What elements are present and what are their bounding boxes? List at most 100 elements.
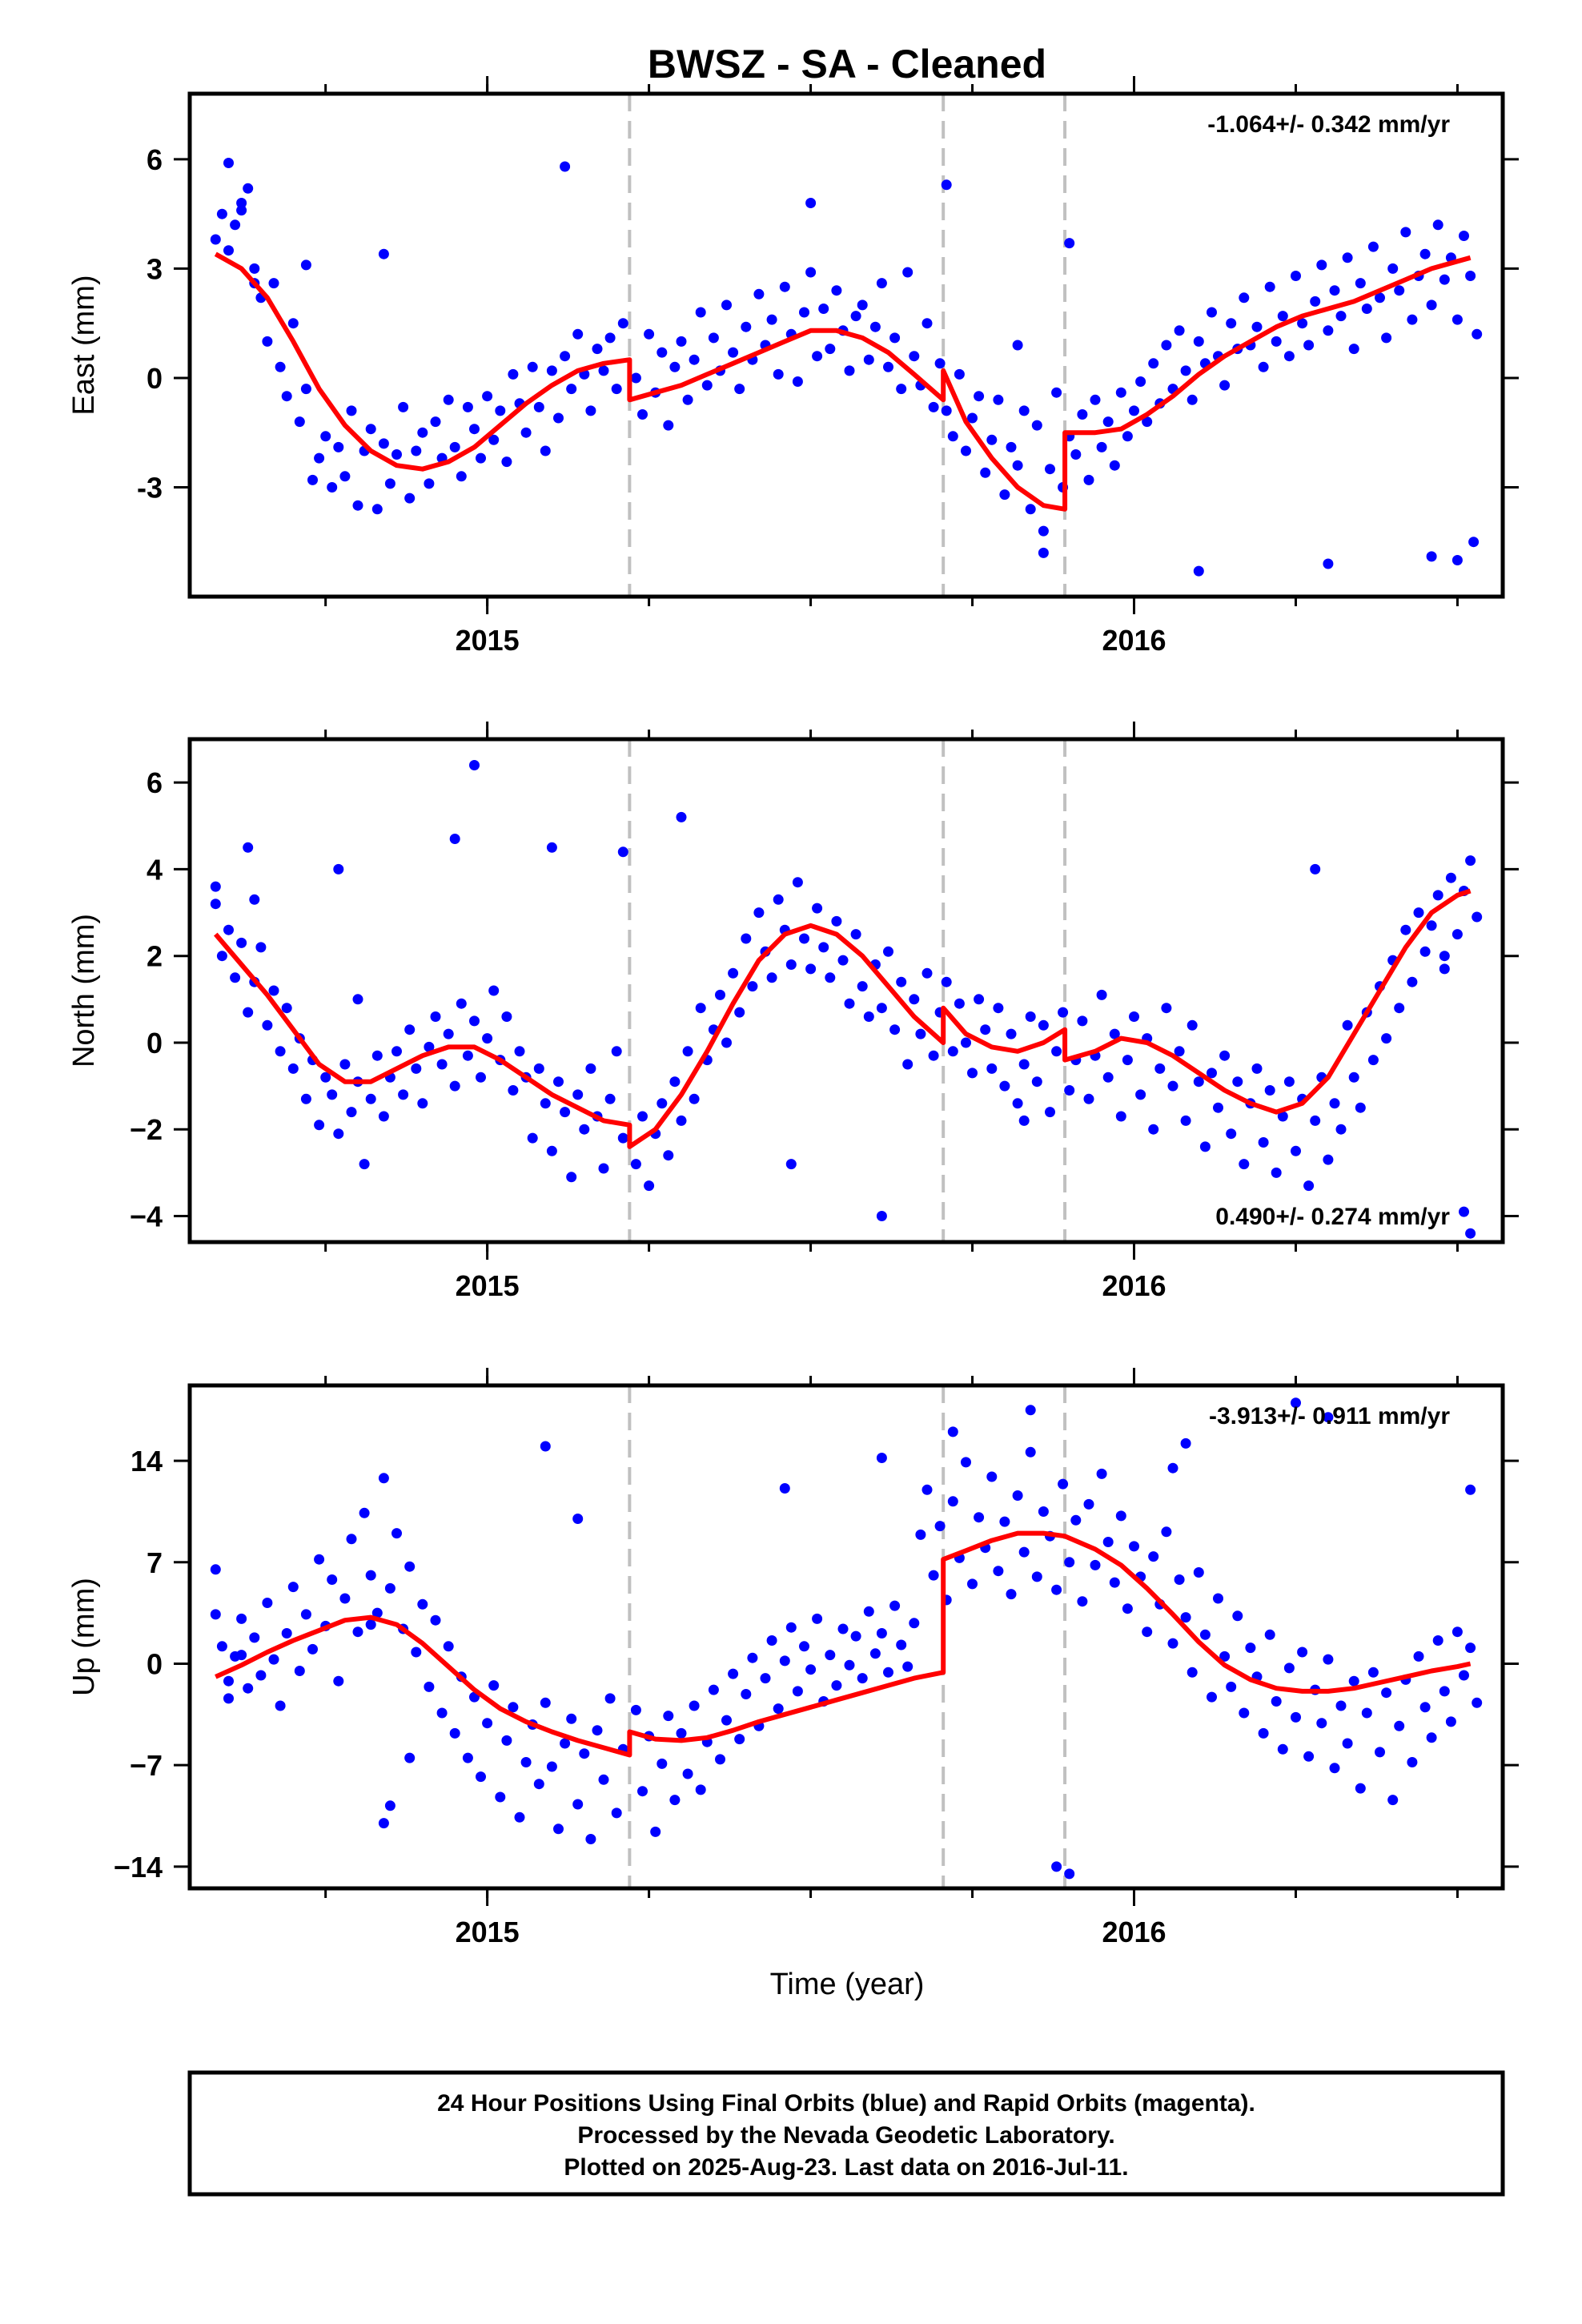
- up-data-point: [934, 1521, 946, 1532]
- east-data-point: [695, 307, 706, 318]
- up-data-point: [825, 1650, 836, 1661]
- up-data-point: [327, 1574, 338, 1585]
- up-data-point: [540, 1441, 551, 1452]
- north-data-point: [546, 842, 557, 853]
- up-x-tick-label: 2015: [456, 1916, 520, 1948]
- up-data-point: [533, 1779, 544, 1790]
- east-data-point: [921, 318, 933, 329]
- up-data-point: [566, 1713, 577, 1724]
- up-data-point: [1038, 1506, 1049, 1517]
- up-data-point: [359, 1507, 370, 1518]
- north-data-point: [579, 1124, 590, 1135]
- east-data-point: [1277, 311, 1288, 322]
- up-data-point: [1426, 1732, 1437, 1743]
- east-data-point: [1452, 314, 1463, 325]
- up-data-point: [1342, 1738, 1353, 1749]
- north-data-point: [1102, 1072, 1114, 1083]
- north-data-point: [255, 942, 267, 953]
- north-data-point: [210, 881, 221, 892]
- up-data-point: [1213, 1593, 1223, 1604]
- up-data-point: [721, 1715, 732, 1726]
- up-data-point: [1291, 1711, 1301, 1723]
- east-data-point: [1329, 285, 1340, 296]
- up-data-point: [1432, 1635, 1443, 1646]
- up-data-point: [579, 1748, 590, 1759]
- north-data-point: [883, 946, 893, 957]
- east-data-point: [1070, 449, 1082, 460]
- east-data-point: [598, 365, 609, 376]
- north-data-point: [1161, 1003, 1172, 1014]
- up-data-point: [741, 1689, 752, 1699]
- north-data-point: [333, 1128, 344, 1140]
- north-data-point: [941, 976, 952, 987]
- up-data-point: [1232, 1610, 1243, 1622]
- east-data-point: [637, 409, 648, 420]
- east-data-point: [1459, 231, 1469, 241]
- up-data-point: [378, 1818, 389, 1829]
- north-data-point: [921, 967, 933, 979]
- up-data-point: [1025, 1446, 1036, 1458]
- north-data-point: [1207, 1068, 1217, 1079]
- up-data-point: [1375, 1747, 1385, 1758]
- up-data-point: [300, 1609, 311, 1620]
- east-data-point: [831, 285, 842, 296]
- north-data-point: [611, 1046, 622, 1057]
- east-data-point: [1226, 318, 1237, 329]
- up-data-point: [1122, 1603, 1133, 1614]
- east-data-point: [1207, 307, 1217, 318]
- footer-line-2: Processed by the Nevada Geodetic Laborat…: [577, 2122, 1114, 2149]
- east-data-point: [1323, 558, 1334, 569]
- north-data-point: [1109, 1028, 1120, 1039]
- north-data-point: [501, 1011, 512, 1022]
- east-data-point: [1407, 314, 1418, 325]
- north-panel: 2015 2016 −4 −2 0 2 4 6 North (mm) 0.490+/- 0.274…: [67, 722, 1519, 1302]
- north-data-point: [1226, 1128, 1237, 1140]
- east-data-point: [818, 304, 829, 314]
- north-data-point: [863, 1011, 874, 1022]
- east-data-point: [999, 489, 1010, 501]
- up-data-point: [1258, 1727, 1269, 1739]
- east-data-point: [850, 311, 861, 322]
- up-data-point: [1413, 1651, 1424, 1662]
- up-data-point: [760, 1673, 771, 1684]
- east-data-point: [488, 434, 500, 445]
- north-data-point: [1038, 1019, 1049, 1031]
- up-y-axis-label: Up (mm): [67, 1578, 101, 1696]
- east-data-point: [1012, 460, 1023, 471]
- east-x-tick-label: 2016: [1102, 624, 1166, 657]
- up-data-point: [236, 1650, 247, 1661]
- east-data-point: [896, 384, 907, 395]
- up-data-point: [424, 1681, 435, 1692]
- east-data-point: [941, 179, 952, 191]
- east-data-point: [572, 328, 584, 340]
- up-data-point: [779, 1483, 790, 1494]
- east-data-point: [663, 420, 674, 431]
- up-data-point: [850, 1630, 861, 1642]
- up-data-point: [1090, 1559, 1101, 1570]
- north-data-point: [1258, 1137, 1269, 1148]
- north-data-point: [1452, 929, 1463, 940]
- north-data-point: [1394, 1003, 1405, 1014]
- up-data-point: [1355, 1783, 1366, 1794]
- up-data-point: [857, 1673, 868, 1684]
- up-data-point: [1323, 1412, 1334, 1423]
- east-plot-frame: [187, 91, 1505, 599]
- up-data-point: [637, 1786, 648, 1797]
- up-data-point: [365, 1619, 376, 1630]
- up-data-point: [837, 1623, 849, 1634]
- up-data-point: [1323, 1654, 1334, 1665]
- north-y-tick-label: 0: [147, 1027, 163, 1059]
- up-data-point: [1115, 1510, 1126, 1522]
- east-data-point: [1355, 278, 1366, 289]
- east-data-point: [799, 307, 809, 318]
- north-data-point: [974, 994, 985, 1005]
- east-data-point: [378, 248, 389, 259]
- east-data-point: [1193, 565, 1204, 577]
- east-data-point: [1142, 416, 1153, 428]
- up-data-point: [371, 1607, 383, 1618]
- east-data-point: [902, 267, 913, 278]
- north-data-point: [411, 1063, 422, 1074]
- up-data-point: [476, 1771, 486, 1783]
- east-data-point: [993, 394, 1004, 405]
- north-data-point: [1180, 1115, 1191, 1126]
